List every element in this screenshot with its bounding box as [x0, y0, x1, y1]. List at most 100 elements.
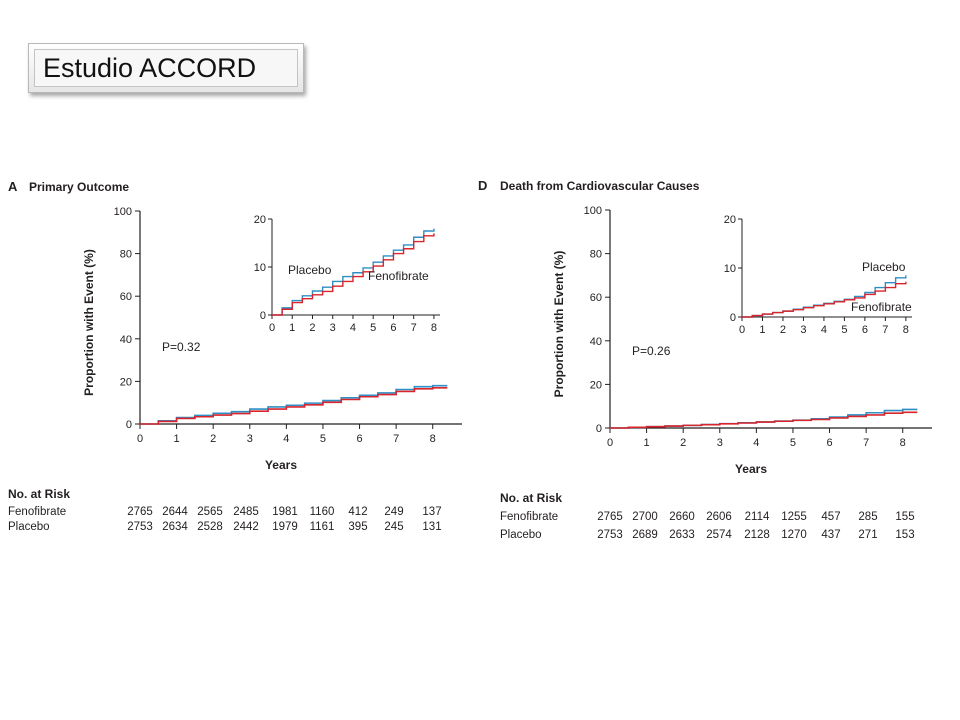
risk-value: 2114 [745, 511, 770, 523]
inset-x-tick-label: 8 [903, 324, 909, 336]
risk-value: 2128 [744, 529, 770, 541]
inset-x-tick-label: 1 [759, 324, 765, 336]
panel-title: Primary Outcome [29, 180, 129, 194]
y-tick-label: 60 [590, 292, 602, 304]
inset-x-tick-label: 6 [390, 322, 396, 334]
y-tick-label: 20 [590, 379, 602, 391]
risk-value: 2634 [162, 521, 188, 533]
y-tick-label: 40 [590, 336, 602, 348]
y-axis-title: Proportion with Event (%) [552, 251, 566, 398]
risk-value: 2633 [669, 529, 695, 541]
panel-letter: D [478, 178, 487, 193]
risk-value: 285 [858, 511, 877, 523]
p-value-label: P=0.26 [632, 344, 671, 358]
x-tick-label: 2 [210, 433, 216, 445]
inset-y-tick-label: 10 [254, 262, 266, 274]
risk-value: 1160 [310, 506, 335, 518]
inset-x-tick-label: 0 [739, 324, 745, 336]
risk-value: 1979 [272, 521, 298, 533]
risk-table-header: No. at Risk [8, 487, 70, 501]
inset-x-tick-label: 5 [841, 324, 847, 336]
risk-value: 2753 [597, 529, 623, 541]
inset-x-tick-label: 7 [882, 324, 888, 336]
y-tick-label: 20 [120, 376, 132, 388]
x-tick-label: 8 [430, 433, 436, 445]
x-axis-title: Years [265, 458, 297, 472]
chart-panel-d: D Death from Cardiovascular Causes 0 1 2 3 4 5 6… [478, 178, 932, 541]
risk-row-label: Placebo [8, 521, 50, 533]
inset-x-tick-label: 4 [821, 324, 827, 336]
x-tick-label: 1 [644, 437, 650, 449]
inset-series-label: Placebo [862, 260, 906, 274]
inset-series-label: Fenofibrate [851, 300, 912, 314]
x-tick-label: 7 [863, 437, 869, 449]
inset-x-tick-label: 3 [800, 324, 806, 336]
inset-series-label: Fenofibrate [368, 269, 429, 283]
y-tick-label: 100 [114, 206, 132, 218]
inset-x-tick-label: 5 [370, 322, 376, 334]
risk-value: 2753 [127, 521, 153, 533]
y-tick-label: 60 [120, 291, 132, 303]
y-tick-label: 0 [596, 423, 602, 435]
inset-x-tick-label: 1 [289, 322, 295, 334]
y-axis-title: Proportion with Event (%) [82, 249, 96, 396]
x-tick-label: 8 [900, 437, 906, 449]
x-tick-label: 2 [680, 437, 686, 449]
main-series-fenofibrate-line [610, 411, 918, 429]
risk-value: 1270 [781, 529, 807, 541]
x-tick-label: 3 [717, 437, 723, 449]
x-tick-label: 5 [320, 433, 326, 445]
slide-title-box: Estudio ACCORD [28, 43, 304, 93]
inset-x-tick-label: 7 [411, 322, 417, 334]
inset-y-tick-label: 20 [254, 214, 266, 226]
risk-value: 1255 [781, 511, 807, 523]
slide-title: Estudio ACCORD [34, 49, 298, 87]
risk-value: 2565 [197, 506, 223, 518]
inset-x-tick-label: 0 [269, 322, 275, 334]
risk-value: 2644 [162, 506, 188, 518]
y-tick-label: 100 [584, 205, 602, 217]
inset-x-tick-label: 2 [309, 322, 315, 334]
inset-x-tick-label: 4 [350, 322, 356, 334]
inset-y-tick-label: 0 [730, 312, 736, 324]
x-tick-label: 0 [607, 437, 613, 449]
risk-value: 131 [422, 521, 441, 533]
risk-value: 2765 [597, 511, 623, 523]
main-series-placebo-line [610, 408, 918, 429]
main-series-fenofibrate-line [140, 386, 448, 425]
inset-x-tick-label: 8 [431, 322, 437, 334]
inset-series-label: Placebo [288, 263, 332, 277]
risk-value: 2528 [197, 521, 223, 533]
risk-row-label: Fenofibrate [500, 511, 558, 523]
risk-value: 2574 [706, 529, 732, 541]
risk-table-header: No. at Risk [500, 491, 562, 505]
inset-y-tick-label: 20 [724, 214, 736, 226]
x-tick-label: 4 [283, 433, 289, 445]
y-tick-label: 0 [126, 419, 132, 431]
inset-series-fenofibrate-line [272, 233, 435, 316]
x-tick-label: 1 [174, 433, 180, 445]
risk-value: 2689 [632, 529, 658, 541]
inset-x-tick-label: 2 [780, 324, 786, 336]
risk-value: 1981 [272, 506, 298, 518]
panel-title: Death from Cardiovascular Causes [500, 179, 700, 193]
x-axis-title: Years [735, 462, 767, 476]
risk-value: 155 [895, 511, 914, 523]
inset-x-tick-label: 3 [330, 322, 336, 334]
risk-value: 2700 [632, 511, 658, 523]
risk-value: 271 [858, 529, 877, 541]
risk-value: 2442 [233, 521, 259, 533]
risk-value: 2485 [233, 506, 259, 518]
x-tick-label: 7 [393, 433, 399, 445]
x-tick-label: 0 [137, 433, 143, 445]
y-tick-label: 80 [590, 249, 602, 261]
panel-letter: A [8, 179, 18, 194]
x-tick-label: 6 [356, 433, 362, 445]
x-tick-label: 5 [790, 437, 796, 449]
risk-value: 2606 [706, 511, 732, 523]
y-tick-label: 40 [120, 334, 132, 346]
inset-y-tick-label: 0 [260, 310, 266, 322]
risk-value: 457 [821, 511, 840, 523]
